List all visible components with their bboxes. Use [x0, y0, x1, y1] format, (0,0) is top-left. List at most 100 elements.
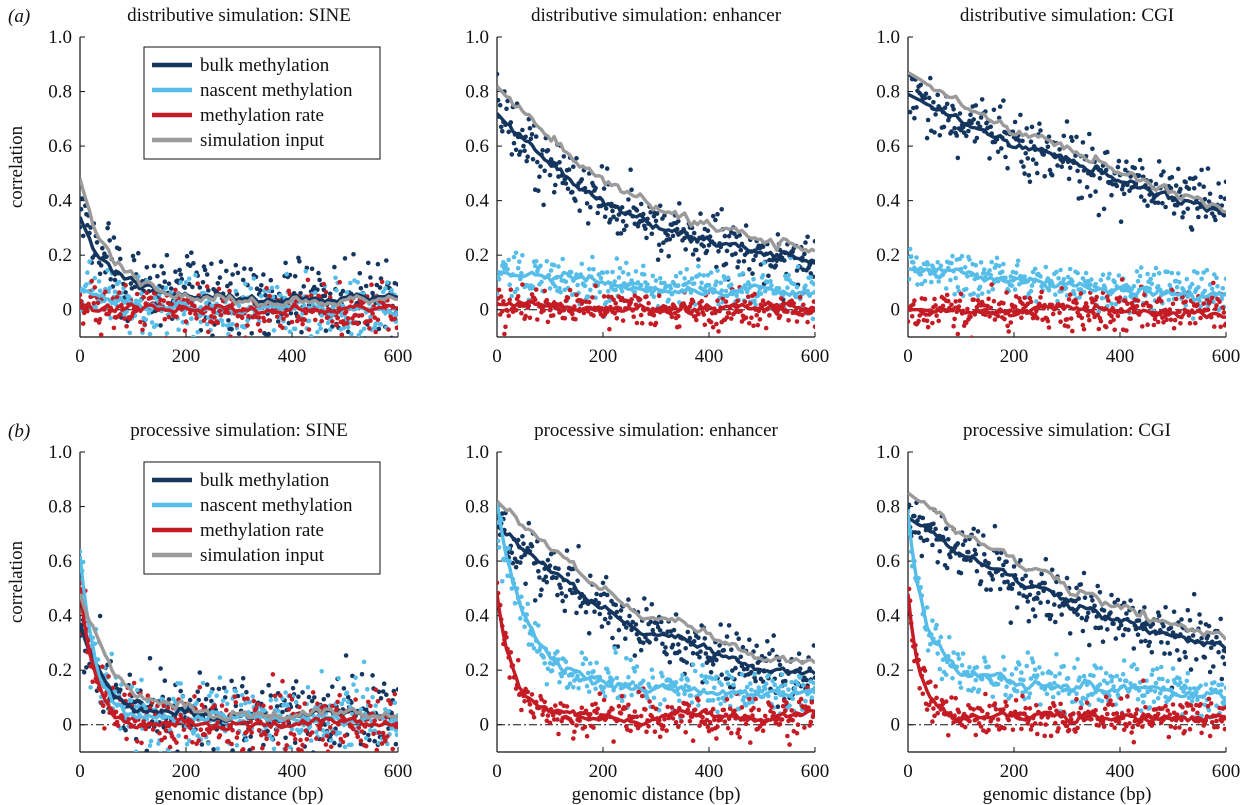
- data-point: [984, 587, 989, 592]
- data-point: [692, 707, 698, 713]
- data-point: [1073, 598, 1078, 604]
- data-point: [683, 646, 688, 651]
- data-point: [1088, 193, 1093, 199]
- data-point: [192, 694, 197, 699]
- data-point: [1196, 285, 1201, 290]
- data-point: [706, 243, 712, 248]
- data-point: [304, 341, 309, 346]
- data-point: [809, 695, 815, 700]
- data-point: [334, 287, 339, 293]
- data-point: [971, 291, 976, 296]
- data-point: [244, 729, 249, 735]
- data-point: [322, 703, 328, 709]
- data-point: [677, 698, 682, 704]
- data-point: [751, 705, 756, 711]
- data-point: [732, 708, 737, 714]
- data-point: [758, 291, 764, 297]
- data-point: [1125, 301, 1130, 307]
- data-point: [747, 321, 752, 326]
- data-point: [918, 272, 923, 277]
- data-point: [978, 260, 984, 265]
- data-point: [540, 712, 545, 718]
- data-point: [700, 662, 705, 668]
- data-point: [207, 693, 212, 699]
- data-point: [1116, 299, 1122, 304]
- data-point: [386, 698, 391, 703]
- data-point: [719, 207, 724, 212]
- data-point: [1212, 324, 1217, 329]
- data-point: [299, 727, 304, 733]
- data-point: [271, 328, 277, 333]
- data-point: [565, 572, 571, 577]
- data-point: [614, 316, 620, 321]
- data-point: [303, 310, 309, 316]
- data-point: [284, 313, 290, 318]
- data-point: [1120, 183, 1126, 188]
- data-point: [159, 737, 164, 743]
- data-point: [619, 289, 625, 294]
- data-point: [1141, 302, 1146, 308]
- data-point: [519, 707, 524, 713]
- data-point: [729, 730, 734, 736]
- data-point: [1181, 210, 1186, 215]
- data-point: [760, 679, 766, 684]
- data-point: [922, 95, 928, 101]
- data-point: [497, 545, 502, 550]
- data-point: [741, 695, 747, 700]
- y-tick-label: 0.8: [48, 82, 72, 103]
- data-point: [665, 232, 670, 238]
- data-point: [1149, 650, 1155, 655]
- data-point: [1090, 146, 1095, 152]
- data-point: [795, 682, 801, 687]
- data-point: [1134, 304, 1140, 309]
- data-point: [702, 636, 708, 641]
- data-point: [94, 240, 100, 245]
- data-point: [395, 687, 398, 692]
- data-point: [144, 290, 150, 296]
- data-point: [544, 682, 550, 687]
- data-point: [532, 598, 538, 603]
- data-point: [960, 542, 966, 547]
- data-point: [688, 693, 694, 698]
- data-point: [1085, 610, 1091, 616]
- data-point: [1019, 159, 1024, 165]
- data-point: [267, 733, 273, 738]
- data-point: [724, 634, 730, 639]
- data-point: [812, 239, 815, 244]
- data-point: [1054, 269, 1059, 275]
- data-point: [760, 273, 766, 278]
- data-point: [154, 322, 159, 328]
- data-point: [220, 322, 226, 328]
- data-point: [593, 283, 598, 289]
- data-point: [1013, 270, 1019, 276]
- series-line-nascent-methylation: [497, 269, 815, 298]
- data-point: [988, 305, 993, 311]
- data-point: [923, 312, 929, 317]
- data-point: [981, 270, 986, 276]
- data-point: [644, 235, 649, 241]
- data-point: [1079, 195, 1085, 201]
- data-point: [134, 739, 140, 744]
- data-point: [692, 668, 698, 674]
- data-point: [518, 560, 523, 565]
- data-point: [535, 159, 540, 165]
- data-point: [106, 221, 111, 226]
- data-point: [996, 556, 1002, 562]
- data-point: [274, 728, 280, 733]
- data-point: [723, 261, 729, 267]
- data-point: [704, 307, 710, 313]
- data-point: [965, 274, 970, 279]
- data-point: [224, 689, 229, 694]
- data-point: [247, 751, 250, 752]
- data-point: [109, 651, 115, 657]
- data-point: [1058, 267, 1063, 273]
- data-point: [1148, 304, 1153, 309]
- data-point: [1118, 622, 1124, 628]
- data-point: [1064, 119, 1070, 124]
- data-point: [584, 201, 590, 206]
- data-point: [235, 730, 241, 736]
- data-point: [1201, 301, 1206, 306]
- data-point: [1063, 285, 1069, 291]
- y-tick-label: 0.4: [876, 606, 900, 627]
- data-point: [513, 250, 519, 256]
